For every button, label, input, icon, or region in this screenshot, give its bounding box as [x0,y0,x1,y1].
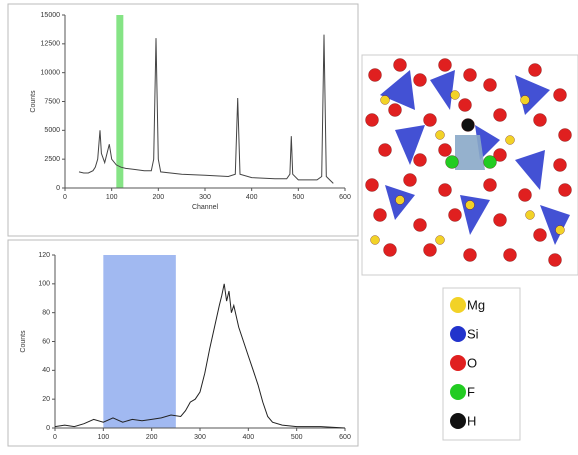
y-tick-label: 40 [42,367,50,374]
top-panel [8,4,358,236]
atom [464,69,477,82]
atom [484,156,497,169]
atom [519,189,532,202]
atom [439,144,452,157]
atom [462,119,475,132]
atom [549,254,562,267]
atom [554,89,567,102]
legend-swatch [450,297,466,313]
crystal-structure [362,55,578,275]
y-tick-label: 0 [46,425,50,432]
legend-label: F [467,384,475,399]
atom [396,196,405,205]
atom [424,114,437,127]
y-tick-label: 7500 [44,98,60,105]
atom [459,99,472,112]
x-tick-label: 0 [63,194,67,201]
y-tick-label: 100 [38,281,50,288]
y-tick-label: 5000 [44,127,60,134]
x-tick-label: 300 [199,194,211,201]
x-tick-label: 500 [292,194,304,201]
atom [534,229,547,242]
x-tick-label: 400 [246,194,258,201]
atom [424,244,437,257]
atom [414,154,427,167]
atom [484,179,497,192]
atom [464,249,477,262]
highlight-band [116,15,123,188]
atom [554,159,567,172]
legend-swatch [450,326,466,342]
y-tick-label: 10000 [41,70,61,77]
atom [466,201,475,210]
atom [521,96,530,105]
atom [494,109,507,122]
highlight-band [103,255,176,428]
atom [451,91,460,100]
y-tick-label: 120 [38,252,50,259]
x-axis-label: Channel [192,204,219,211]
atom [371,236,380,245]
figure: MgSiOFH 01002003004005006000250050007500… [0,0,578,450]
octahedron [455,135,485,170]
x-tick-label: 100 [97,434,109,441]
x-tick-label: 100 [106,194,118,201]
atom [379,144,392,157]
atom [504,249,517,262]
y-tick-label: 80 [42,310,50,317]
legend-swatch [450,355,466,371]
atom [526,211,535,220]
atom [389,104,402,117]
y-tick-label: 20 [42,396,50,403]
y-tick-label: 60 [42,338,50,345]
atom [374,209,387,222]
x-tick-label: 200 [152,194,164,201]
legend-swatch [450,384,466,400]
atom [366,114,379,127]
legend-swatch [450,413,466,429]
legend-label: H [467,413,476,428]
atom [414,74,427,87]
atom [484,79,497,92]
atom [414,219,427,232]
x-tick-label: 0 [53,434,57,441]
atom [439,59,452,72]
atom [384,244,397,257]
x-tick-label: 600 [339,194,351,201]
atom [449,209,462,222]
y-axis-label: Counts [20,330,27,353]
x-tick-label: 200 [146,434,158,441]
legend-label: Mg [467,297,485,312]
atom [559,129,572,142]
x-tick-label: 500 [291,434,303,441]
y-tick-label: 12500 [41,41,61,48]
atom [436,236,445,245]
y-tick-label: 2500 [44,156,60,163]
atom [559,184,572,197]
legend-label: Si [467,326,479,341]
atom [534,114,547,127]
atom [404,174,417,187]
atom [506,136,515,145]
atom [381,96,390,105]
atom [446,156,459,169]
x-tick-label: 600 [339,434,351,441]
atom [369,69,382,82]
legend-label: O [467,355,477,370]
atom [529,64,542,77]
x-tick-label: 400 [242,434,254,441]
atom [436,131,445,140]
atom [494,214,507,227]
atom [439,184,452,197]
y-tick-label: 15000 [41,12,61,19]
atom [394,59,407,72]
atom [556,226,565,235]
bottom-panel [8,240,358,446]
x-tick-label: 300 [194,434,206,441]
atom [366,179,379,192]
y-tick-label: 0 [56,185,60,192]
y-axis-label: Counts [30,90,37,113]
